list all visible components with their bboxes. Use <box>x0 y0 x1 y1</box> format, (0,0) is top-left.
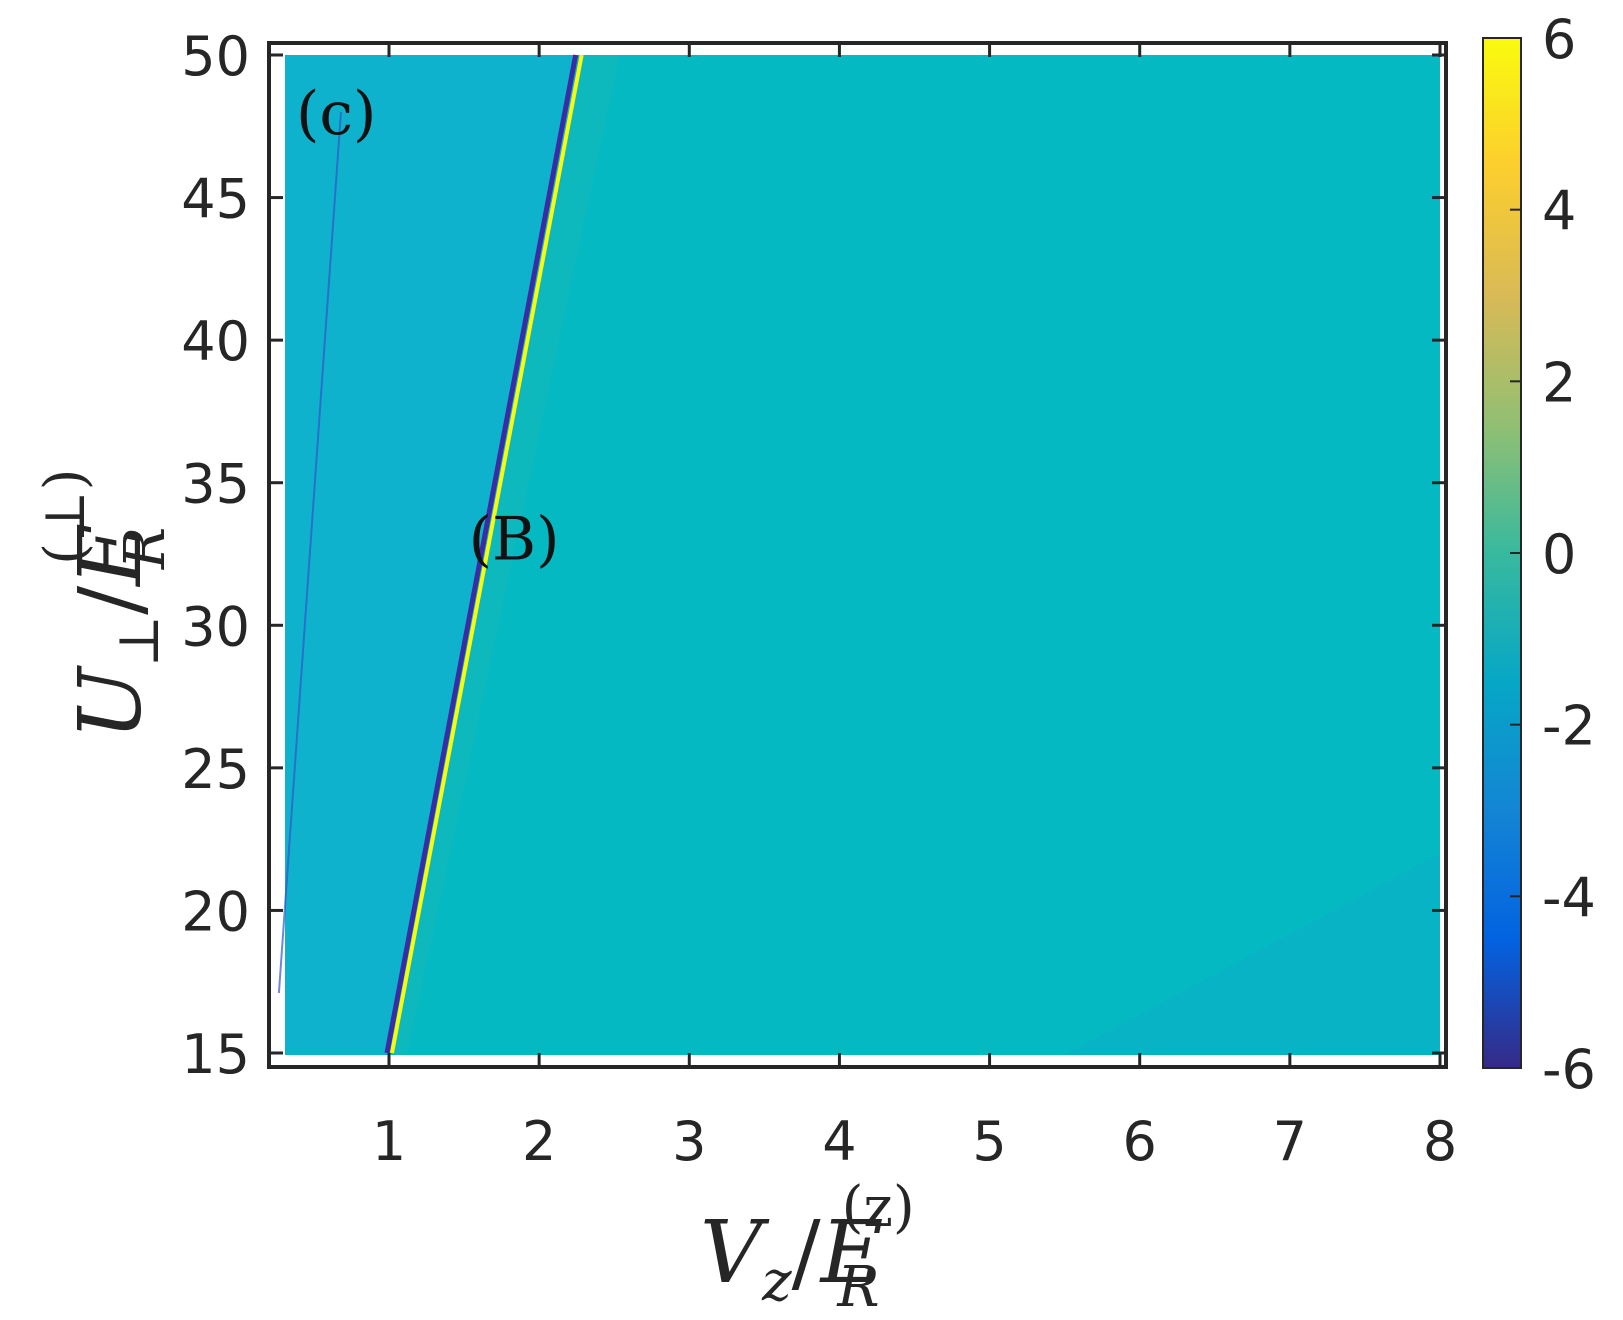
heatmap <box>277 54 1440 1055</box>
colorbar-tick-label: 4 <box>1542 180 1576 243</box>
y-axis-label-group: U⊥/ER(⊥) <box>33 469 178 740</box>
axes-frame <box>267 41 1448 1069</box>
x-tick-label: 6 <box>1123 1110 1157 1173</box>
colorbar-tick-label: 6 <box>1542 8 1576 71</box>
panel-label: (c) <box>296 79 376 149</box>
line-b-high <box>390 54 584 1054</box>
x-tick-label: 5 <box>972 1110 1006 1173</box>
colorbar-tick-label: -6 <box>1542 1038 1596 1101</box>
y-tick-label: 30 <box>181 595 250 658</box>
y-tick-label: 50 <box>181 25 250 88</box>
y-axis-label: U⊥/ER(⊥) <box>33 469 178 740</box>
x-tick-label: 3 <box>672 1110 706 1173</box>
colorbar-tick-label: 2 <box>1542 351 1576 414</box>
colorbar: 6 4 2 0 -2 -4 -6 <box>1482 8 1596 1101</box>
x-tick-label: 7 <box>1273 1110 1307 1173</box>
heatmap-band-b <box>389 55 620 1055</box>
y-tick-label: 45 <box>181 168 250 231</box>
heatmap-region-left <box>285 55 580 1055</box>
x-axis-label: Vz/ER(z) <box>700 1175 915 1320</box>
line-left-faint <box>277 111 342 994</box>
x-tick-label: 8 <box>1423 1110 1457 1173</box>
y-tick-label: 25 <box>181 738 250 801</box>
x-tick-label: 1 <box>372 1110 406 1173</box>
x-tick-label: 2 <box>522 1110 556 1173</box>
x-tick-label: 4 <box>822 1110 856 1173</box>
colorbar-tick-label: -2 <box>1542 695 1596 758</box>
y-tick-label: 20 <box>181 880 250 943</box>
colorbar-ticks: 6 4 2 0 -2 -4 -6 <box>1510 8 1596 1101</box>
y-tick-label: 35 <box>181 453 250 516</box>
colorbar-tick-label: 0 <box>1542 523 1576 586</box>
colorbar-tick-label: -4 <box>1542 866 1596 929</box>
y-tick-label: 40 <box>181 310 250 373</box>
y-tick-label: 15 <box>181 1023 250 1086</box>
tick-marks <box>269 43 1446 1067</box>
annotation-b: (B) <box>469 505 560 575</box>
heatmap-region-lower-right <box>1064 853 1440 1055</box>
line-b-low <box>384 54 579 1054</box>
